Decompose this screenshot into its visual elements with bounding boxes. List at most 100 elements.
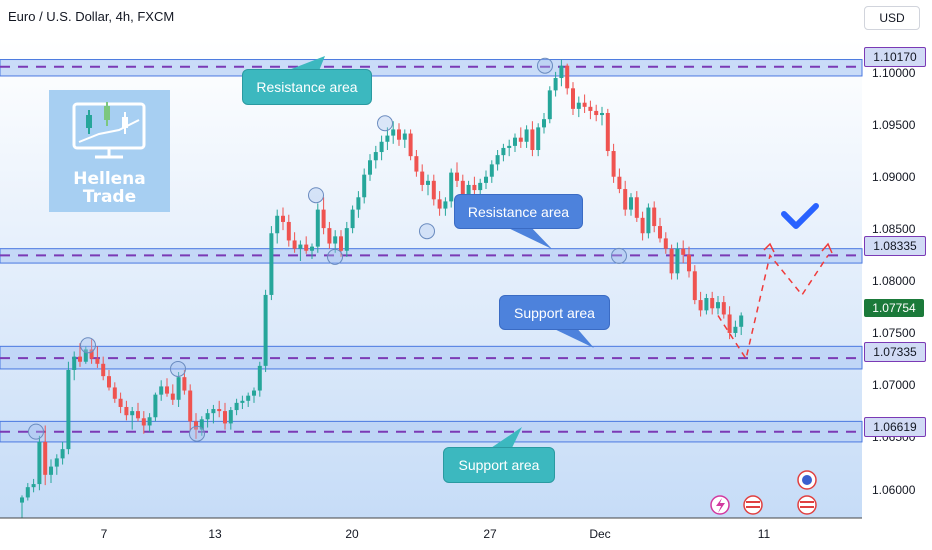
candle-body [101, 363, 106, 377]
candle-body [594, 110, 599, 116]
candle-body [141, 418, 146, 426]
swing-point-marker [611, 247, 627, 264]
candle-body [640, 217, 645, 234]
level-band [0, 420, 863, 443]
candle-body [727, 314, 732, 333]
candle-body [431, 180, 436, 200]
candle-body [176, 377, 181, 400]
candle-body [112, 387, 117, 399]
candle-body [356, 197, 361, 210]
candle-body [455, 172, 459, 181]
candle-body [310, 246, 314, 251]
callout-pointer [485, 427, 522, 452]
candle-body [402, 133, 407, 140]
candle-body [426, 180, 430, 185]
candle-body [681, 248, 686, 255]
candle-body [66, 369, 71, 450]
candle-body [20, 497, 24, 503]
candle-body [716, 302, 720, 309]
candle-body [623, 189, 628, 210]
x-tick-label: 20 [345, 527, 359, 541]
candle-body [54, 458, 59, 467]
candle-body [78, 356, 82, 362]
candle-body [211, 409, 216, 414]
candle-body [518, 137, 523, 142]
y-tick-label: 1.09000 [872, 170, 916, 184]
candle-body [368, 160, 372, 175]
candle-body [37, 441, 42, 485]
candle-body [281, 215, 285, 222]
y-tick-label: 1.08000 [872, 274, 916, 288]
level-band [0, 248, 863, 264]
candle-body [629, 197, 633, 210]
candle-body [275, 215, 280, 234]
candle-body [217, 409, 222, 412]
candle-body [739, 315, 744, 327]
x-tick-label: 7 [100, 527, 108, 541]
swing-point-marker [377, 115, 393, 132]
level-band [0, 59, 863, 77]
candle-body [246, 395, 251, 401]
candle-body [263, 294, 268, 366]
x-tick-label: Dec [589, 527, 611, 541]
candle-body [321, 209, 326, 229]
candle-body [199, 419, 204, 430]
candle-body [83, 349, 88, 362]
candle-body [159, 386, 164, 395]
candle-body [733, 326, 738, 333]
currency-selector-button[interactable]: USD [864, 6, 920, 30]
candle-body [588, 106, 593, 111]
candle-body [420, 171, 425, 185]
lightning-glyph [716, 498, 725, 513]
candle-body [710, 298, 715, 309]
candle-body [333, 236, 338, 244]
candle-body [107, 376, 111, 388]
candle-body [182, 377, 187, 391]
candle-body [344, 228, 349, 251]
projected-price-path [717, 253, 829, 361]
candle-body [362, 174, 367, 198]
candle-body [205, 413, 210, 420]
candle-body [49, 466, 53, 475]
callout-pointer [500, 224, 552, 249]
level-band [0, 345, 863, 370]
candle-body [582, 102, 587, 107]
candle-body [391, 129, 396, 136]
candle-body [466, 184, 471, 196]
level-label-1.07335: 1.07335 [864, 342, 926, 362]
candle-body [269, 233, 274, 295]
us-flag-event-icon [743, 495, 763, 515]
x-tick-label: 13 [208, 527, 222, 541]
resistance-area-callout-1: Resistance area [242, 69, 372, 105]
candle-body [292, 240, 297, 249]
candle-body [605, 112, 610, 152]
y-tick-label: 1.07000 [872, 378, 916, 392]
candle-body [385, 135, 390, 142]
candle-body [658, 226, 662, 239]
candle-body [611, 151, 616, 177]
candle-body [571, 88, 575, 109]
candle-body [136, 411, 140, 419]
candle-body [675, 248, 680, 274]
candle-body [43, 441, 48, 475]
checkmark-icon [781, 203, 819, 229]
candle-body [339, 236, 343, 251]
y-tick-label: 1.06000 [872, 483, 916, 497]
y-tick-label: 1.10000 [872, 66, 916, 80]
candle-body [31, 484, 36, 488]
swing-point-marker [28, 423, 44, 440]
candle-body [663, 238, 668, 249]
candle-body [379, 141, 384, 153]
candle-body [536, 127, 541, 150]
candle-body [286, 221, 291, 241]
candle-body [252, 390, 256, 396]
candle-body [692, 271, 697, 301]
candle-body [130, 411, 135, 416]
level-label-1.06619: 1.06619 [864, 417, 926, 437]
swing-point-marker [537, 57, 553, 74]
candle-body [524, 129, 529, 142]
swing-point-marker [308, 187, 324, 204]
candle-body [553, 78, 558, 91]
candle-body [698, 300, 703, 311]
